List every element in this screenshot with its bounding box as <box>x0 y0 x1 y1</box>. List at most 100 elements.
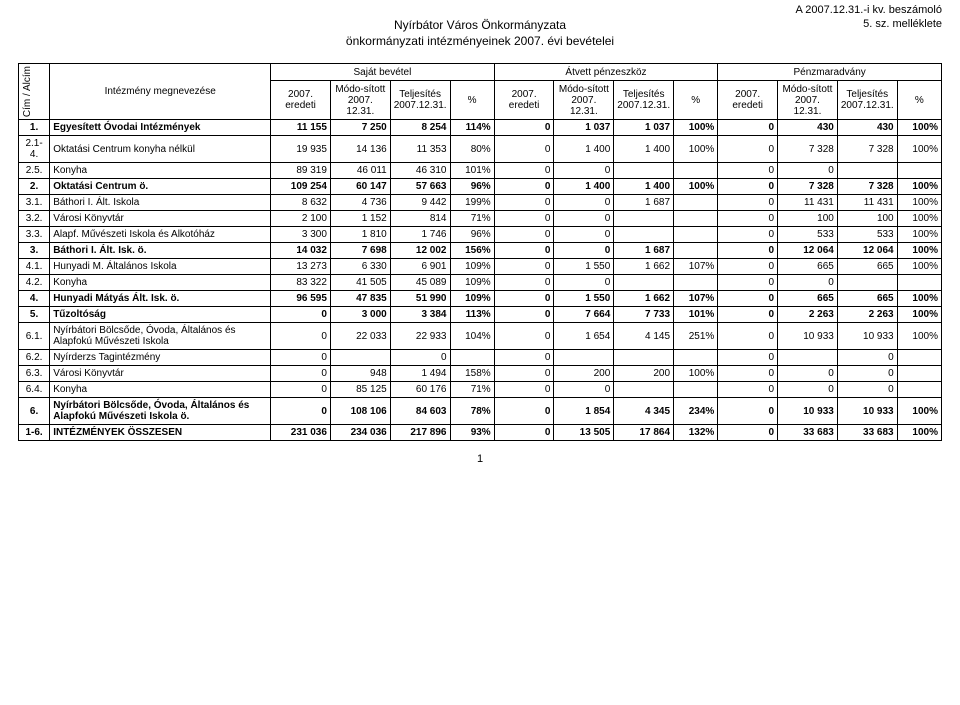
cell: 2 263 <box>778 307 838 323</box>
cell: 217 896 <box>390 425 450 441</box>
cell: 100 <box>778 211 838 227</box>
subcol-2-2: Teljesítés 2007.12.31. <box>837 80 897 120</box>
cell: 13 273 <box>271 259 331 275</box>
cell: 84 603 <box>390 398 450 425</box>
cell <box>837 275 897 291</box>
cell: 9 442 <box>390 195 450 211</box>
cell: 100% <box>674 179 718 195</box>
cell: 0 <box>718 227 778 243</box>
cell: 0 <box>718 291 778 307</box>
row-code: 3. <box>19 243 50 259</box>
table-row: 2.5.Konyha89 31946 01146 310101%0000 <box>19 163 942 179</box>
cell: 0 <box>494 425 554 441</box>
cell: 11 431 <box>778 195 838 211</box>
cell: 0 <box>271 350 331 366</box>
cell: 100% <box>897 136 941 163</box>
cell <box>674 211 718 227</box>
cell: 7 328 <box>778 136 838 163</box>
row-name: Báthori I. Ált. Isk. ö. <box>50 243 271 259</box>
cell: 7 328 <box>837 179 897 195</box>
cell: 234% <box>674 398 718 425</box>
row-code: 2.5. <box>19 163 50 179</box>
code-header-label: Cím / Alcím <box>22 66 33 117</box>
cell <box>674 275 718 291</box>
cell: 0 <box>494 291 554 307</box>
subcol-0-0: 2007. eredeti <box>271 80 331 120</box>
row-name: Konyha <box>50 163 271 179</box>
cell: 1 400 <box>614 179 674 195</box>
table-row: 3.2.Városi Könyvtár2 1001 15281471%00010… <box>19 211 942 227</box>
cell: 7 698 <box>330 243 390 259</box>
cell: 0 <box>494 179 554 195</box>
cell: 0 <box>837 366 897 382</box>
cell: 1 550 <box>554 291 614 307</box>
row-name: Egyesített Óvodai Intézmények <box>50 120 271 136</box>
cell: 1 037 <box>554 120 614 136</box>
cell: 47 835 <box>330 291 390 307</box>
cell: 1 400 <box>554 179 614 195</box>
table-body: 1.Egyesített Óvodai Intézmények11 1557 2… <box>19 120 942 441</box>
cell: 100% <box>897 195 941 211</box>
row-code: 4.2. <box>19 275 50 291</box>
cell: 104% <box>450 323 494 350</box>
cell: 93% <box>450 425 494 441</box>
cell: 17 864 <box>614 425 674 441</box>
cell: 0 <box>271 323 331 350</box>
cell: 8 632 <box>271 195 331 211</box>
cell <box>897 350 941 366</box>
cell: 0 <box>718 323 778 350</box>
cell: 0 <box>271 366 331 382</box>
cell: 814 <box>390 211 450 227</box>
cell: 0 <box>554 227 614 243</box>
cell: 1 662 <box>614 259 674 275</box>
cell: 234 036 <box>330 425 390 441</box>
cell: 0 <box>494 136 554 163</box>
cell: 158% <box>450 366 494 382</box>
cell: 100% <box>897 291 941 307</box>
cell: 100% <box>897 211 941 227</box>
cell <box>674 195 718 211</box>
cell: 7 664 <box>554 307 614 323</box>
cell: 60 147 <box>330 179 390 195</box>
cell: 108 106 <box>330 398 390 425</box>
cell: 3 000 <box>330 307 390 323</box>
cell: 7 328 <box>778 179 838 195</box>
table-row: 4.Hunyadi Mátyás Ált. Isk. ö.96 59547 83… <box>19 291 942 307</box>
col-header-code: Cím / Alcím <box>19 64 50 120</box>
cell: 13 505 <box>554 425 614 441</box>
cell: 12 002 <box>390 243 450 259</box>
cell: 107% <box>674 259 718 275</box>
header-right-line1: A 2007.12.31.-i kv. beszámoló <box>795 4 942 18</box>
cell: 107% <box>674 291 718 307</box>
row-code: 1-6. <box>19 425 50 441</box>
cell: 665 <box>778 259 838 275</box>
cell: 0 <box>718 398 778 425</box>
cell: 0 <box>718 136 778 163</box>
table-row: 3.1.Báthori I. Ált. Iskola8 6324 7369 44… <box>19 195 942 211</box>
data-table: Cím / Alcím Intézmény megnevezése Saját … <box>18 63 942 441</box>
table-row: 6.3.Városi Könyvtár09481 494158%02002001… <box>19 366 942 382</box>
cell: 78% <box>450 398 494 425</box>
cell <box>674 350 718 366</box>
cell: 4 736 <box>330 195 390 211</box>
row-name: Konyha <box>50 382 271 398</box>
cell: 4 145 <box>614 323 674 350</box>
cell: 71% <box>450 211 494 227</box>
header-right: A 2007.12.31.-i kv. beszámoló 5. sz. mel… <box>795 4 942 32</box>
cell <box>614 350 674 366</box>
cell: 0 <box>778 163 838 179</box>
cell: 3 384 <box>390 307 450 323</box>
cell: 0 <box>718 307 778 323</box>
cell: 10 933 <box>778 323 838 350</box>
cell <box>450 350 494 366</box>
table-row: 2.Oktatási Centrum ö.109 25460 14757 663… <box>19 179 942 195</box>
cell: 33 683 <box>837 425 897 441</box>
cell: 11 353 <box>390 136 450 163</box>
row-name: Hunyadi M. Általános Iskola <box>50 259 271 275</box>
cell: 0 <box>837 382 897 398</box>
cell: 96% <box>450 179 494 195</box>
group-header-1: Átvett pénzeszköz <box>494 64 718 81</box>
cell: 100% <box>897 307 941 323</box>
cell: 100% <box>897 323 941 350</box>
cell: 948 <box>330 366 390 382</box>
